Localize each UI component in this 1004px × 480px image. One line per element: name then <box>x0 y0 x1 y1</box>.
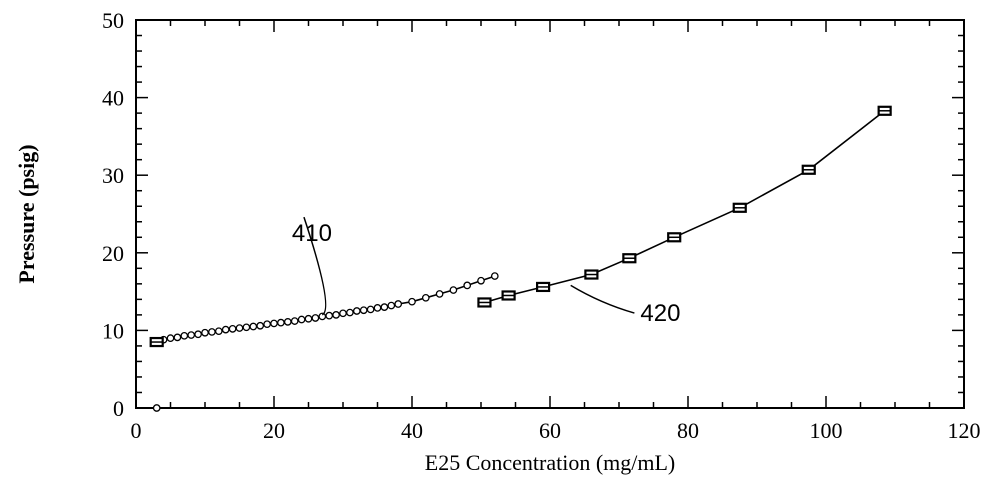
data-point <box>263 320 271 329</box>
annotation-leader <box>570 284 635 314</box>
y-tick-label: 0 <box>113 396 124 421</box>
data-point <box>187 331 196 339</box>
data-point <box>297 315 306 324</box>
data-point <box>228 324 237 333</box>
x-tick-label: 120 <box>948 418 981 443</box>
data-point <box>346 308 354 317</box>
data-point <box>194 330 202 339</box>
data-point <box>366 305 375 314</box>
series-line-2 <box>484 110 886 304</box>
data-point <box>173 333 182 342</box>
data-point <box>325 311 334 320</box>
data-point <box>152 404 161 412</box>
y-tick-label: 40 <box>102 86 124 111</box>
data-point <box>180 331 189 340</box>
data-point <box>463 281 472 290</box>
data-point <box>373 304 382 312</box>
data-point <box>208 328 216 336</box>
data-point <box>214 327 223 336</box>
data-point <box>359 306 368 315</box>
y-tick-label: 30 <box>102 163 124 188</box>
data-point <box>394 300 403 308</box>
y-tick-label: 20 <box>102 241 124 266</box>
annotation-leader <box>303 216 327 316</box>
annotation-label: 420 <box>640 300 680 327</box>
y-tick-label: 10 <box>102 318 124 343</box>
x-tick-label: 100 <box>810 418 843 443</box>
data-point <box>256 321 265 330</box>
data-point <box>242 323 251 332</box>
x-tick-label: 40 <box>401 418 423 443</box>
series-points-2 <box>477 105 892 308</box>
data-point <box>277 318 285 327</box>
plot-frame <box>135 19 965 409</box>
data-point <box>332 311 340 319</box>
data-point <box>387 301 396 310</box>
x-tick-label: 0 <box>131 418 142 443</box>
y-axis-label: Pressure (psig) <box>14 144 39 283</box>
data-point <box>270 319 278 328</box>
x-tick-label: 80 <box>677 418 699 443</box>
data-point <box>352 307 361 315</box>
data-point <box>283 318 292 326</box>
data-point <box>166 334 175 343</box>
data-point <box>221 325 230 334</box>
data-point <box>408 297 416 306</box>
data-point <box>311 314 320 322</box>
data-point <box>449 286 458 294</box>
data-point <box>477 276 485 285</box>
data-point <box>490 272 499 280</box>
x-tick-label: 20 <box>263 418 285 443</box>
data-point <box>201 328 209 337</box>
data-point <box>290 317 299 325</box>
x-tick-label: 60 <box>539 418 561 443</box>
x-axis-label: E25 Concentration (mg/mL) <box>425 450 676 475</box>
data-point <box>304 314 313 323</box>
series-layer <box>149 105 892 412</box>
y-tick-label: 50 <box>102 8 124 33</box>
axis-ticks <box>135 19 965 409</box>
data-point <box>249 322 258 331</box>
series-points-1 <box>152 272 499 346</box>
tick-labels: 0 20 40 60 80 100 120 0 10 20 30 40 50 <box>102 8 981 443</box>
data-point <box>339 309 347 318</box>
data-point <box>235 324 244 332</box>
data-point <box>421 293 430 302</box>
data-point <box>435 290 444 298</box>
data-point <box>380 303 389 311</box>
